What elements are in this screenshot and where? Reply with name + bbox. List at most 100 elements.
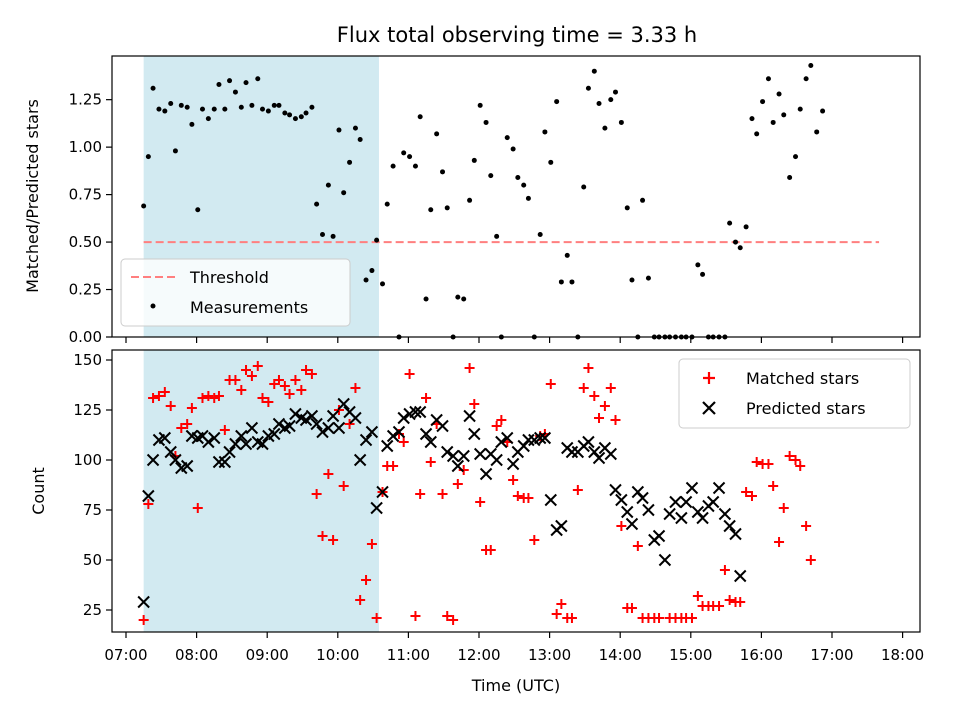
matched-star-point [508,475,519,485]
measurement-point [309,104,315,110]
matched-star-point [203,391,214,401]
predicted-star-point [734,569,747,583]
measurement-point [320,231,326,237]
predicted-star-point [305,409,319,423]
measurement-point [787,175,793,181]
matched-star-point [252,361,263,371]
predicted-star-point [235,429,248,443]
measurement-points [141,62,826,340]
measurement-point [330,233,336,239]
matched-star-point [236,385,247,395]
measurement-point [700,271,706,277]
measurement-point [341,190,347,196]
matched-star-point [605,383,616,393]
matched-star-point [512,491,523,501]
matched-star-point [209,393,220,403]
measurement-point [504,135,510,141]
measurement-point [292,116,298,122]
matched-star-point [442,611,453,621]
predicted-star-point [663,507,676,521]
measurement-point [243,80,249,86]
predicted-star-point [609,483,622,497]
measurement-point [314,201,320,207]
predicted-star-point [463,409,476,423]
y-tick-label: 50 [83,551,102,569]
matched-star-point [523,493,534,503]
predicted-star-point [533,431,547,445]
measurement-point [357,137,363,143]
measurement-point [581,184,587,190]
measurement-point [384,201,390,207]
measurement-point [417,114,423,120]
matched-star-point [751,457,762,467]
count-panel: 25 50 75 100 125 150 07:00 08:00 09:00 10:00 11:0… [29,349,924,695]
predicted-star-point [479,467,493,481]
measurement-point [374,237,380,243]
y-tick-label: 1.25 [69,91,102,109]
measurement-point [525,195,531,201]
matched-star-point [610,415,621,425]
matched-star-point [165,401,176,411]
measurement-point [569,279,575,285]
predicted-star-point [256,437,269,451]
matched-star-point [469,399,480,409]
predicted-star-point [218,455,232,469]
measurement-point [232,89,238,95]
measurement-point [537,231,543,237]
matched-star-point [805,555,816,565]
predicted-star-point [137,595,150,609]
predicted-star-point [468,427,481,441]
matched-star-point [452,479,463,489]
matched-star-point [654,613,665,623]
measurement-point [184,104,190,110]
measurement-point [803,76,809,82]
measurement-point [189,121,195,127]
predicted-star-point [359,433,373,447]
matched-star-point [317,531,328,541]
measurement-point [363,277,369,283]
count-y-ticks: 25 50 75 100 125 150 [73,351,112,619]
measurement-point [727,220,733,226]
x-tick-label: 12:00 [457,646,500,664]
measurement-point [249,102,255,108]
y-tick-label: 125 [73,401,102,419]
matched-star-point [551,609,562,619]
predicted-star-point [337,397,350,411]
measurement-point [211,106,217,112]
x-tick-label: 16:00 [740,646,783,664]
matched-star-point [529,535,540,545]
measurement-point [428,207,434,213]
measurement-point [412,163,418,169]
measurement-point [477,102,483,108]
measurement-point [298,114,304,120]
matched-star-point [361,575,372,585]
predicted-star-point [164,445,177,459]
matched-star-point [491,421,502,431]
matched-star-point [263,397,274,407]
predicted-star-point [669,495,682,509]
predicted-star-point [322,421,335,435]
measurement-point [434,131,440,137]
matched-star-point [355,595,366,605]
measurement-point [141,203,147,209]
count-legend-box [678,358,911,429]
measurement-point [156,106,162,112]
measurement-point [542,129,548,135]
predicted-star-point [299,413,313,427]
matched-star-point [425,457,436,467]
predicted-star-point [326,409,340,423]
y-tick-label: 0.25 [69,281,102,299]
matched-star-point [388,461,399,471]
measurement-point [178,102,184,108]
predicted-star-point [419,427,433,441]
matched-star-point [632,541,643,551]
measurement-point [287,112,293,118]
predicted-star-point [652,529,666,543]
ratio-legend: Threshold Measurements [120,258,351,327]
matched-star-point [192,503,203,513]
matched-star-point [458,465,469,475]
predicted-star-point [544,493,557,507]
chart-title: Flux total observing time = 3.33 h [337,23,697,47]
measurement-point [814,129,820,135]
measurement-point [695,262,701,268]
